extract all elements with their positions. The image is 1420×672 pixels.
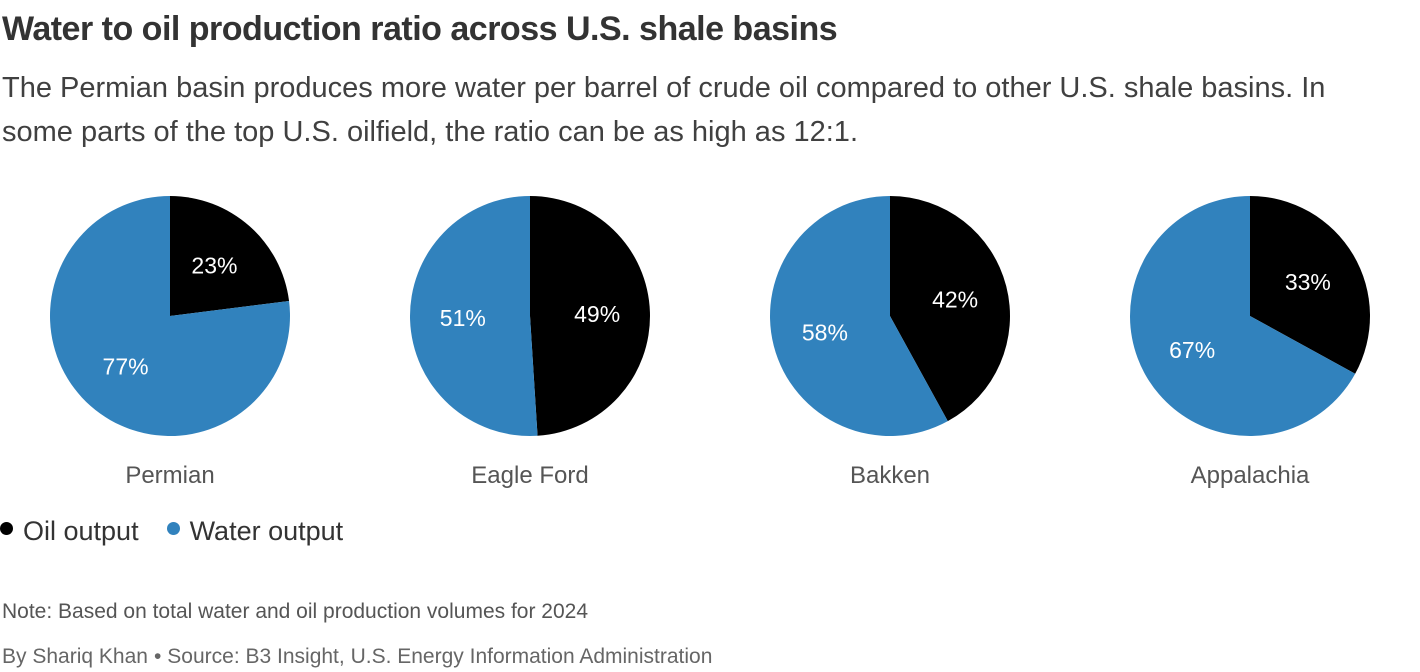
pie-category-label: Eagle Ford <box>471 462 588 489</box>
chart-subtitle: The Permian basin produces more water pe… <box>2 72 1326 148</box>
note: Note: Based on total water and oil produ… <box>2 600 589 623</box>
legend-item-oil: Oil output <box>0 516 139 547</box>
author: By Shariq Khan <box>2 645 148 668</box>
oil-data-label: 33% <box>1285 269 1331 295</box>
oil-data-label: 42% <box>932 286 978 312</box>
chart-title: Water to oil production ratio across U.S… <box>2 10 838 48</box>
water-data-label: 67% <box>1169 337 1215 363</box>
water-data-label: 77% <box>103 353 149 379</box>
legend-item-water: Water output <box>166 516 344 547</box>
oil-slice <box>890 196 1010 422</box>
water-data-label: 51% <box>440 305 486 331</box>
water-slice <box>1130 196 1356 436</box>
oil-slice <box>170 196 290 316</box>
pie-category-label: Appalachia <box>1191 462 1310 489</box>
pie-charts: 23% 77% Permian 49% 51% Eagle Ford 42% 58% Bakke… <box>50 196 1371 489</box>
oil-dot-icon <box>0 522 13 535</box>
water-slice <box>770 196 948 436</box>
legend-label-oil: Oil output <box>23 516 139 546</box>
pie-category-label: Bakken <box>850 462 930 489</box>
water-slice <box>50 196 291 436</box>
legend-label-water: Water output <box>189 516 344 546</box>
water-slice <box>410 196 538 436</box>
oil-data-label: 23% <box>191 253 237 279</box>
water-dot-icon <box>166 522 180 535</box>
source: Source: B3 Insight, U.S. Energy Informat… <box>167 645 713 668</box>
legend: Oil output Water output <box>0 516 343 547</box>
oil-slice <box>1250 196 1371 374</box>
water-data-label: 58% <box>802 320 848 346</box>
oil-slice <box>530 196 651 436</box>
oil-data-label: 49% <box>574 301 620 327</box>
pie-category-label: Permian <box>125 462 214 489</box>
byline: By Shariq Khan • Source: B3 Insight, U.S. … <box>2 645 718 669</box>
separator: • <box>153 645 162 668</box>
